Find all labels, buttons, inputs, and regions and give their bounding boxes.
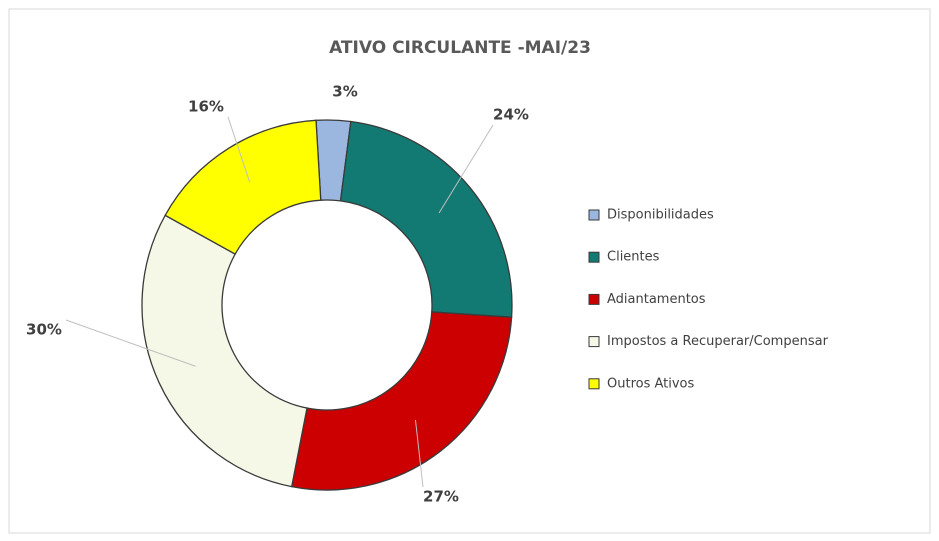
legend-label: Disponibilidades xyxy=(607,208,714,223)
data-label: 24% xyxy=(493,106,529,124)
data-label: 30% xyxy=(26,321,62,339)
donut-slice xyxy=(290,311,513,491)
legend-label: Adiantamentos xyxy=(607,292,706,307)
legend-swatch xyxy=(588,251,600,263)
data-label: 3% xyxy=(332,83,357,101)
leader-line xyxy=(227,116,251,183)
legend-swatch xyxy=(588,293,600,305)
legend-label: Outros Ativos xyxy=(607,376,695,391)
data-label: 16% xyxy=(188,98,224,116)
leader-line xyxy=(414,419,424,488)
chart-title: ATIVO CIRCULANTE -MAI/23 xyxy=(329,38,591,58)
legend-label: Clientes xyxy=(607,250,660,265)
leader-line xyxy=(65,319,196,367)
legend-label: Impostos a Recuperar/Compensar xyxy=(607,334,829,349)
leader-line xyxy=(438,124,494,214)
legend-swatch xyxy=(588,336,600,348)
donut-slice xyxy=(141,214,308,488)
legend-swatch xyxy=(588,209,600,221)
legend-swatch xyxy=(588,378,600,390)
donut-slice xyxy=(339,120,513,318)
donut-slice xyxy=(164,119,322,255)
data-label: 27% xyxy=(423,488,459,506)
